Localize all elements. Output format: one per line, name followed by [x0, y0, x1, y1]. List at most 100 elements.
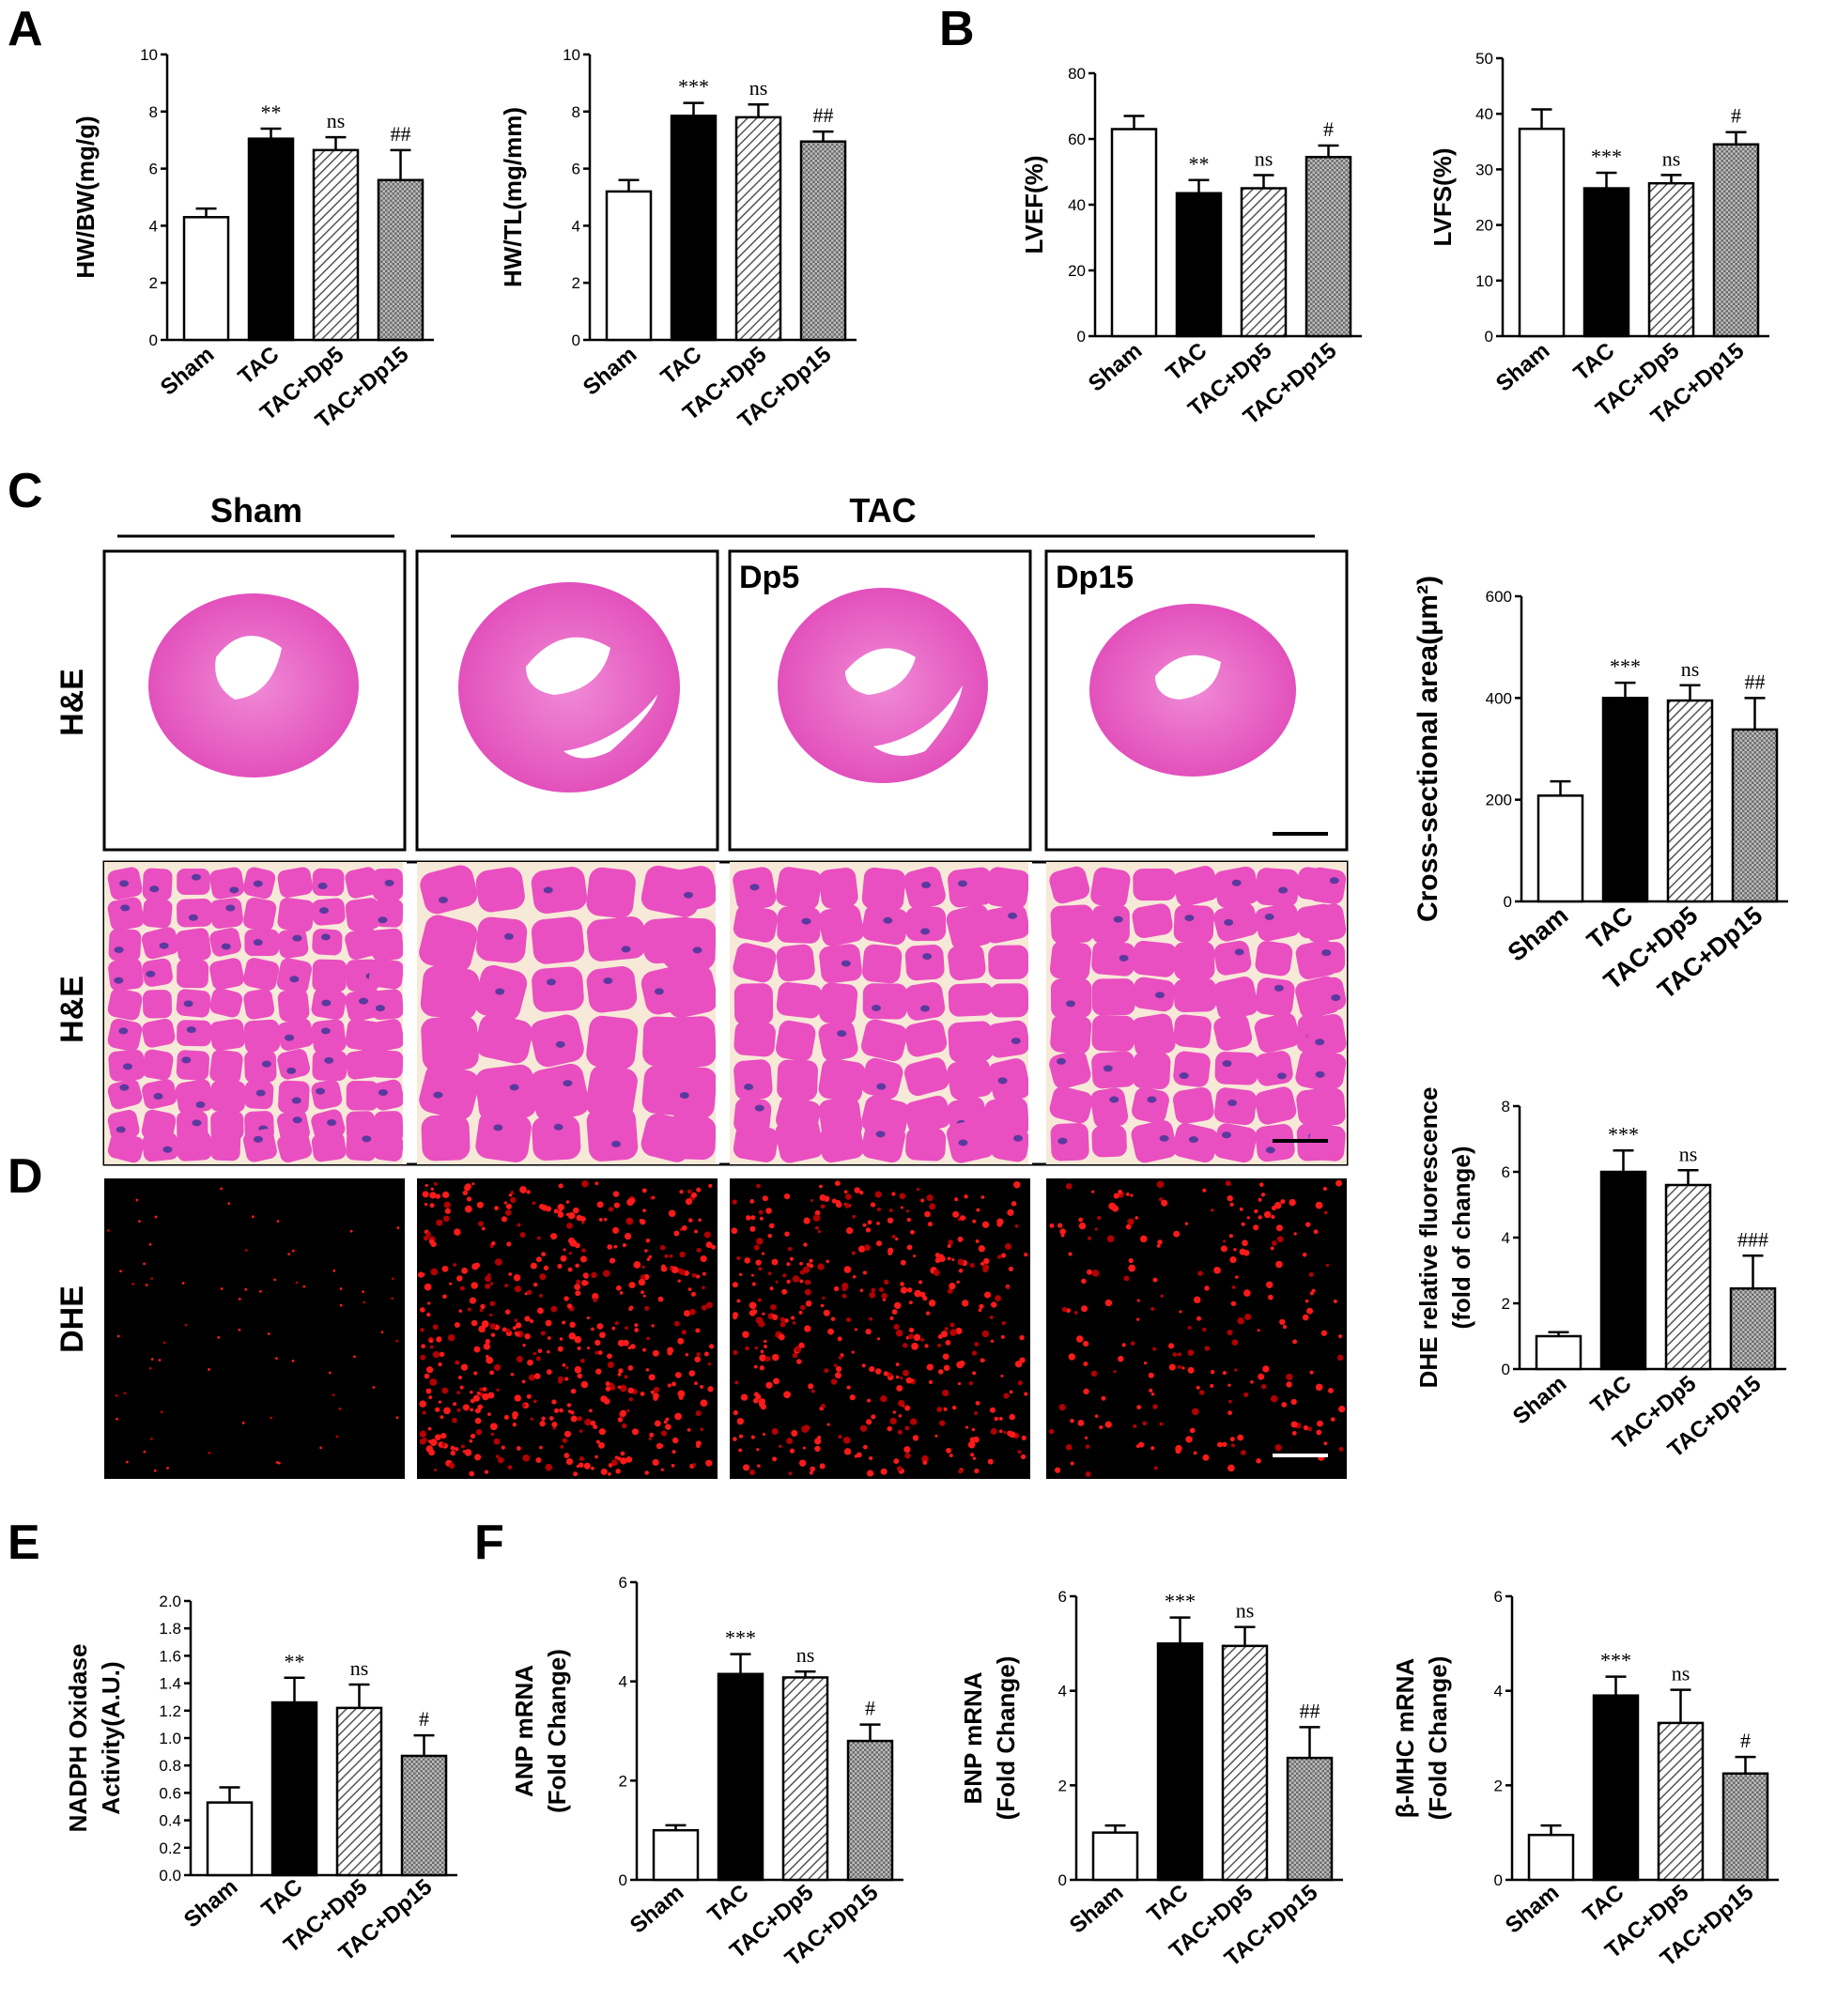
chart-nadph: 0.0 0.2 0.4 0.6 0.8 1.0 1.2 1.4 1.6 1.8 2.0 Sham ** T…: [64, 1593, 457, 1966]
y-tick-label: 60: [1068, 131, 1086, 148]
significance-label: ns: [1662, 146, 1681, 170]
bar-tac-dp5: [1647, 181, 1695, 338]
bar-tac: [1175, 192, 1223, 338]
bar-tac: [1599, 1170, 1647, 1371]
he-whole-heart-row: Dp5 Dp15: [102, 549, 1349, 852]
y-tick-label: 6: [1058, 1588, 1067, 1606]
significance-label: ***: [725, 1626, 756, 1650]
y-tick-label: 10: [140, 46, 158, 64]
y-tick-label: 6: [1502, 1163, 1510, 1181]
heart-section-dp5: [778, 588, 988, 783]
bar-sham: [1518, 127, 1566, 338]
panel-b-label: B: [939, 2, 975, 56]
chart-csa: 0200400600Sham***TACnsTAC+Dp5##TAC+Dp15C…: [1412, 576, 1788, 1005]
bar-tac: [247, 137, 295, 342]
significance-label: #: [865, 1697, 875, 1720]
category-label: TAC: [1569, 338, 1620, 386]
he-magnified-row: [102, 860, 1349, 1166]
significance-label: ns: [749, 76, 768, 100]
heart-section-dp15: [1089, 604, 1296, 777]
y-tick-label: 2.0: [159, 1593, 181, 1610]
bar-sham: [1091, 1831, 1139, 1882]
significance-label: ***: [1165, 1590, 1196, 1613]
heart-section-sham: [148, 593, 359, 777]
significance-label: ns: [796, 1643, 815, 1667]
significance-label: ***: [1608, 1122, 1639, 1146]
bar-sham: [1536, 794, 1584, 903]
y-tick-label: 2: [572, 274, 580, 292]
chart-hwtl: 0246810Sham***TACnsTAC+Dp5##TAC+Dp15HW/T…: [499, 46, 857, 434]
y-axis-label: β-MHC mRNA: [1391, 1658, 1419, 1819]
bar-tac: [1592, 1694, 1640, 1882]
y-tick-label: 4: [619, 1673, 627, 1691]
y-tick-label: 200: [1486, 792, 1512, 809]
chart-lvfs: 01020304050Sham***TACnsTAC+Dp5#TAC+Dp15L…: [1428, 50, 1769, 430]
y-tick-label: 0: [1494, 1871, 1503, 1889]
panel-a-label: A: [8, 2, 43, 56]
y-axis-label: HW/TL(mg/mm): [499, 107, 527, 287]
bar-sham: [182, 216, 230, 342]
bar-tac-dp5: [312, 148, 360, 342]
y-axis-label: LVEF(%): [1020, 156, 1048, 254]
bar-tac-dp15: [1721, 1772, 1769, 1882]
heart-section-tac: [458, 582, 680, 793]
dp15-label: Dp15: [1056, 560, 1134, 595]
significance-label: #: [419, 1707, 429, 1731]
bar-sham: [1527, 1833, 1575, 1882]
y-tick-label: 8: [149, 103, 158, 121]
bar-tac-dp15: [400, 1754, 448, 1877]
y-tick-label: 6: [149, 161, 158, 178]
significance-label: ##: [1300, 1699, 1320, 1722]
significance-label: ***: [1591, 145, 1622, 168]
y-tick-label: 1.4: [159, 1675, 181, 1693]
y-tick-label: 8: [1502, 1098, 1510, 1116]
category-label: Sham: [1065, 1880, 1128, 1939]
panel-f-label: F: [474, 1516, 504, 1570]
bar-sham: [1110, 128, 1158, 338]
category-label: Sham: [1501, 1880, 1564, 1939]
bar-tac-dp5: [1664, 1183, 1712, 1371]
significance-label: ns: [1681, 657, 1700, 681]
y-tick-label: 6: [619, 1574, 627, 1592]
significance-label: ###: [1737, 1227, 1768, 1251]
bar-tac-dp15: [1731, 728, 1779, 903]
category-label: TAC: [1586, 1371, 1637, 1419]
significance-label: ns: [1679, 1142, 1698, 1165]
he-row-label-2: H&E: [54, 976, 90, 1043]
bar-tac-dp5: [335, 1706, 383, 1877]
y-axis-label: HW/BW(mg/g): [71, 115, 100, 278]
y-axis-label-2: Activity(A.U.): [97, 1661, 125, 1814]
bar-tac-dp15: [1286, 1756, 1334, 1882]
significance-label: ns: [350, 1656, 369, 1680]
bar-tac: [717, 1672, 764, 1882]
category-label: TAC: [656, 342, 707, 390]
sham-group-label: Sham: [210, 491, 302, 530]
y-tick-label: 0: [1485, 328, 1493, 346]
y-tick-label: 4: [1494, 1683, 1503, 1701]
category-label: TAC: [257, 1874, 308, 1922]
category-label: Sham: [1084, 338, 1147, 397]
significance-label: ***: [1600, 1649, 1631, 1672]
bar-tac-dp5: [1657, 1721, 1705, 1882]
dp5-label: Dp5: [739, 560, 799, 595]
y-tick-label: 2: [149, 274, 158, 292]
y-tick-label: 0.8: [159, 1757, 181, 1775]
significance-label: **: [285, 1650, 305, 1673]
y-tick-label: 4: [572, 217, 580, 235]
bar-tac-dp15: [377, 178, 425, 342]
panel-d-label: D: [8, 1149, 43, 1204]
bar-sham: [605, 190, 653, 342]
y-tick-label: 0: [149, 331, 158, 349]
y-tick-label: 10: [563, 46, 580, 64]
significance-label: ns: [1255, 147, 1274, 171]
y-tick-label: 400: [1486, 689, 1512, 707]
y-axis-label-2: (fold of change): [1447, 1147, 1475, 1330]
panel-c-label: C: [8, 464, 43, 518]
significance-label: ##: [813, 103, 834, 127]
y-axis-label: Cross-sectional area(µm²): [1412, 576, 1443, 922]
bar-tac: [670, 115, 718, 342]
